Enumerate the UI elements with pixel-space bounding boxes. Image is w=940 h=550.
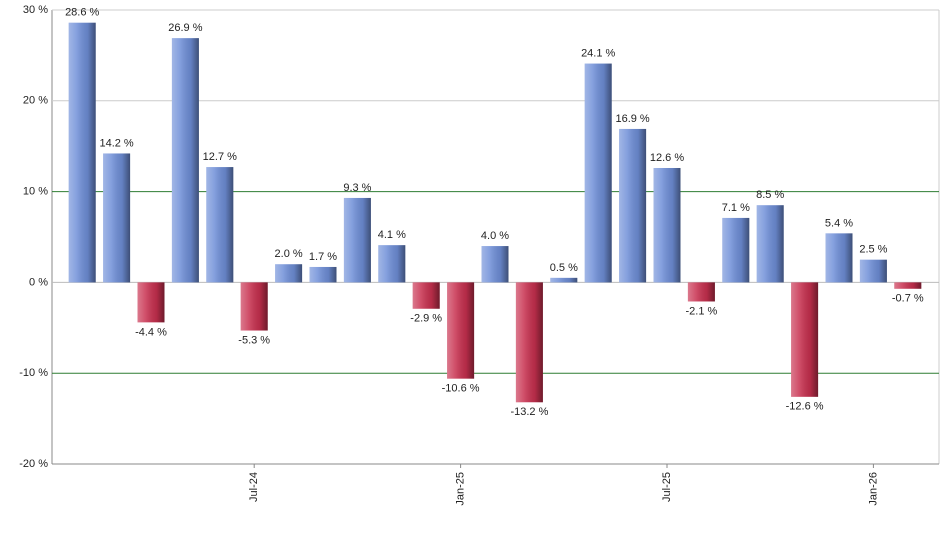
value-label: -5.3 % (238, 334, 270, 346)
bar (687, 282, 715, 302)
y-tick-label: 10 % (23, 186, 48, 198)
y-tick-label: -10 % (19, 367, 48, 379)
bar (378, 245, 406, 283)
bar (275, 264, 303, 283)
y-tick-label: 0 % (29, 276, 48, 288)
bar (722, 217, 750, 283)
bar (619, 128, 647, 283)
value-label: 4.0 % (481, 230, 509, 242)
bar (240, 282, 268, 331)
value-label: 5.4 % (825, 217, 853, 229)
bar (447, 282, 475, 379)
bar (309, 266, 337, 283)
y-tick-label: -20 % (19, 458, 48, 470)
value-label: 8.5 % (756, 189, 784, 201)
bar (825, 233, 853, 283)
value-label: 2.5 % (859, 244, 887, 256)
x-tick-label: Jan-25 (455, 472, 467, 506)
bar (653, 167, 681, 283)
bar (68, 22, 96, 283)
value-label: 4.1 % (378, 229, 406, 241)
value-label: 1.7 % (309, 251, 337, 263)
y-tick-label: 20 % (23, 95, 48, 107)
value-label: 14.2 % (99, 137, 133, 149)
bar (756, 205, 784, 283)
value-label: -12.6 % (786, 401, 824, 413)
bar (515, 282, 543, 403)
bar (859, 259, 887, 283)
value-label: -0.7 % (892, 293, 924, 305)
value-label: 12.6 % (650, 152, 684, 164)
value-label: 16.9 % (615, 113, 649, 125)
value-label: 0.5 % (550, 262, 578, 274)
bar (103, 153, 131, 283)
bar (412, 282, 440, 309)
bar (343, 197, 371, 283)
value-label: 2.0 % (275, 248, 303, 260)
bar (894, 282, 922, 289)
value-label: 7.1 % (722, 202, 750, 214)
x-tick-label: Jan-26 (867, 472, 879, 506)
value-label: -4.4 % (135, 326, 167, 338)
x-tick-label: Jul-25 (661, 472, 673, 502)
value-label: 12.7 % (203, 151, 237, 163)
value-label: 9.3 % (343, 182, 371, 194)
bar (584, 63, 612, 283)
value-label: -10.6 % (442, 383, 480, 395)
x-tick-label: Jul-24 (248, 472, 260, 502)
bar (171, 38, 199, 283)
value-label: -13.2 % (510, 406, 548, 418)
bar (481, 246, 509, 283)
bar (137, 282, 165, 323)
bar (550, 277, 578, 283)
value-label: -2.9 % (410, 313, 442, 325)
value-label: 26.9 % (168, 22, 202, 34)
bar (206, 167, 234, 283)
y-tick-label: 30 % (23, 4, 48, 16)
value-label: 28.6 % (65, 7, 99, 19)
value-label: -2.1 % (686, 305, 718, 317)
value-label: 24.1 % (581, 47, 615, 59)
bar (791, 282, 819, 397)
